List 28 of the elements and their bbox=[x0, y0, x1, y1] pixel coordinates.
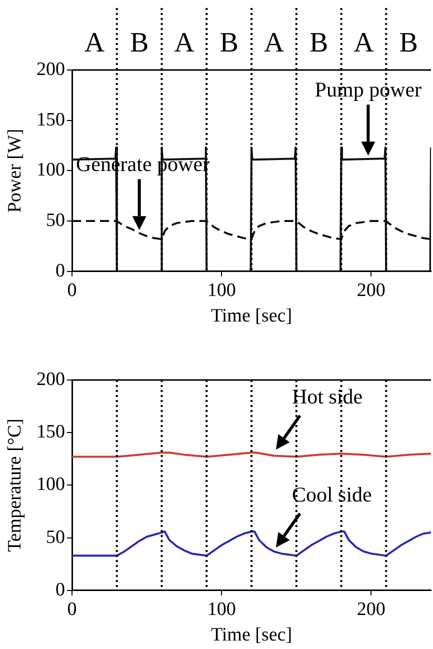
text: A bbox=[264, 27, 285, 58]
text: A bbox=[84, 27, 106, 58]
y-tick-label: 200 bbox=[36, 368, 65, 390]
y-tick-label: 50 bbox=[46, 526, 65, 548]
y-tick-label: 100 bbox=[36, 160, 65, 181]
x-axis-title: Time [sec] bbox=[210, 624, 292, 646]
text: A bbox=[354, 27, 375, 58]
x-tick-label: 200 bbox=[356, 598, 386, 620]
text: B bbox=[309, 27, 328, 58]
text: B bbox=[220, 27, 238, 58]
annotation: Pump power bbox=[314, 78, 422, 102]
annotation: Cool side bbox=[292, 482, 372, 506]
text: A bbox=[174, 27, 196, 58]
y-tick-label: 100 bbox=[36, 474, 65, 496]
y-axis-title: Power [W] bbox=[4, 128, 26, 213]
x-tick-label: 100 bbox=[207, 598, 236, 620]
y-tick-label: 150 bbox=[36, 109, 65, 130]
x-tick-label: 100 bbox=[207, 280, 236, 301]
text: B bbox=[130, 27, 149, 58]
x-axis-title: Time [sec] bbox=[210, 306, 292, 327]
y-tick-label: 200 bbox=[36, 58, 65, 80]
y-tick-label: 150 bbox=[36, 422, 65, 443]
x-tick-label: 200 bbox=[356, 280, 386, 301]
y-tick-label: 50 bbox=[46, 210, 65, 232]
y-axis-title: Temperature [°C] bbox=[4, 418, 26, 552]
y-tick-label: 0 bbox=[56, 260, 65, 282]
text: B bbox=[399, 27, 418, 58]
y-tick-label: 0 bbox=[56, 579, 65, 600]
